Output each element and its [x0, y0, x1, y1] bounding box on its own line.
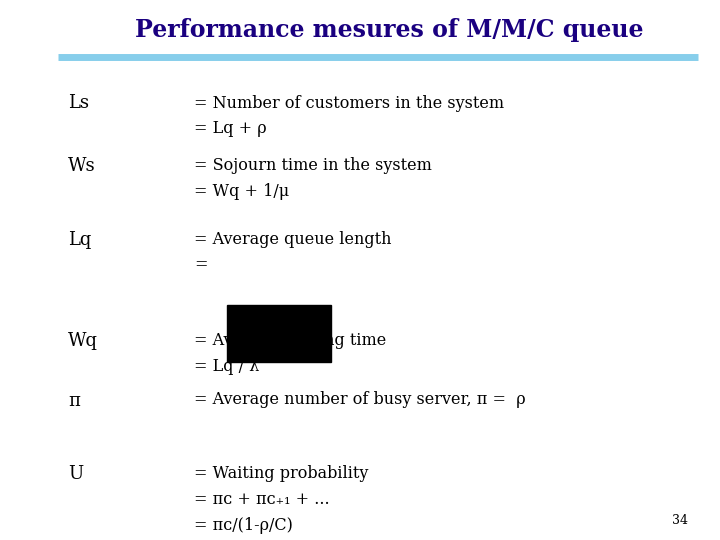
Text: = Average number of busy server, π =  ρ: = Average number of busy server, π = ρ [194, 392, 526, 408]
Text: = Number of customers in the system: = Number of customers in the system [194, 94, 505, 111]
Text: = πᴄ + πᴄ₊₁ + ...: = πᴄ + πᴄ₊₁ + ... [194, 491, 330, 508]
Text: π: π [68, 392, 80, 409]
Text: = πᴄ/(1-ρ/C): = πᴄ/(1-ρ/C) [194, 517, 293, 534]
Text: 34: 34 [672, 514, 688, 526]
Text: =: = [194, 256, 208, 273]
Text: Performance mesures of M/M/C queue: Performance mesures of M/M/C queue [135, 18, 643, 42]
Text: Ls: Ls [68, 94, 89, 112]
Text: = Average queue length: = Average queue length [194, 231, 392, 247]
Text: = Lq + ρ: = Lq + ρ [194, 120, 267, 137]
Text: Wq: Wq [68, 332, 99, 350]
Text: Ws: Ws [68, 157, 96, 174]
Text: U: U [68, 465, 84, 483]
Text: = Wq + 1/μ: = Wq + 1/μ [194, 183, 289, 199]
Text: = Average waiting time: = Average waiting time [194, 332, 387, 349]
Bar [227, 305, 331, 362]
Text: = Waiting probability: = Waiting probability [194, 465, 369, 482]
Text: = Sojourn time in the system: = Sojourn time in the system [194, 157, 432, 173]
Text: Lq: Lq [68, 231, 91, 248]
Text: = Lq / λ: = Lq / λ [194, 358, 260, 375]
